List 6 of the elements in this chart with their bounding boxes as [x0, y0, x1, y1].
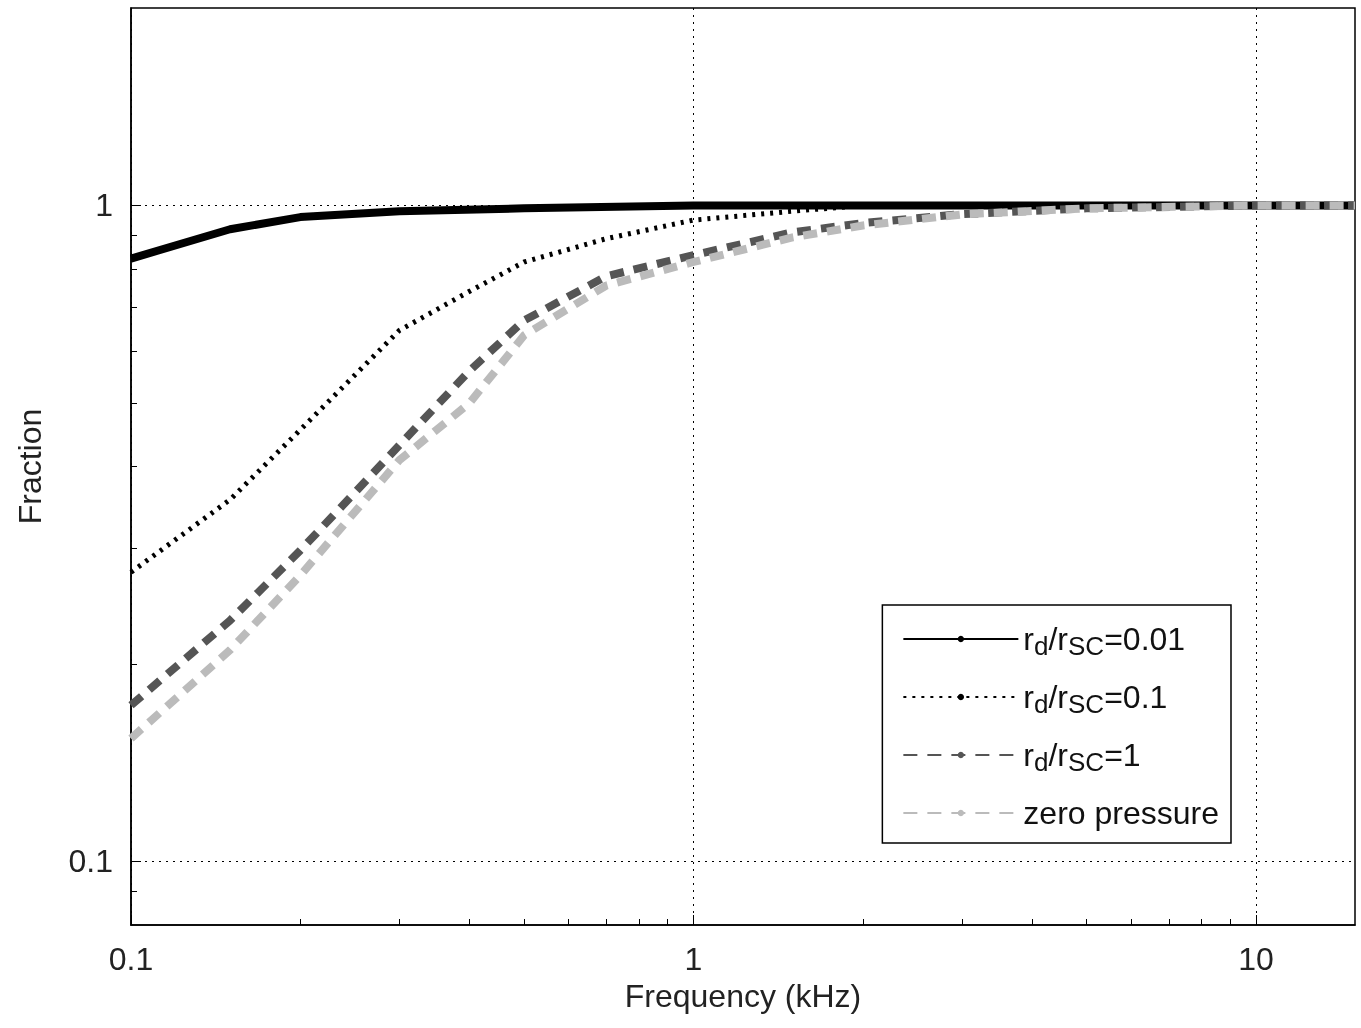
x-tick-label: 10 — [1238, 941, 1274, 977]
x-tick-label: 1 — [684, 941, 703, 977]
x-tick-label: 0.1 — [108, 941, 154, 977]
legend-label: zero pressure — [1023, 795, 1219, 831]
y-axis-title: Fraction — [12, 408, 48, 525]
x-axis-title: Frequency (kHz) — [624, 978, 862, 1014]
